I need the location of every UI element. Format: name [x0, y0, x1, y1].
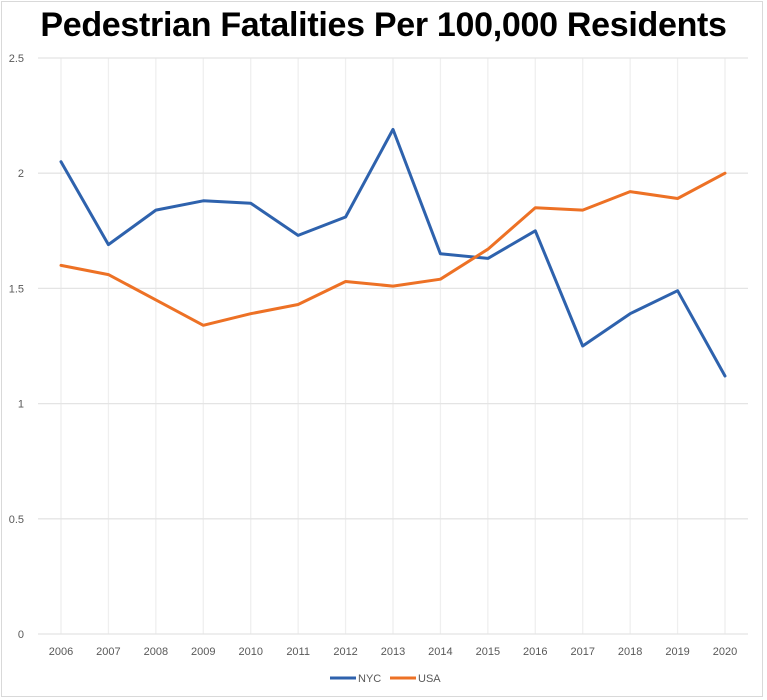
x-tick-label: 2017 [570, 646, 594, 658]
x-tick-label: 2008 [144, 646, 168, 658]
series-line-nyc [59, 127, 727, 378]
legend: NYC USA [330, 673, 441, 685]
x-tick-label: 2015 [476, 646, 500, 658]
y-axis-ticks: 0 0.5 1 1.5 2 2.5 [9, 53, 24, 641]
y-tick-label: 2 [18, 168, 24, 180]
x-tick-label: 2018 [618, 646, 642, 658]
x-tick-label: 2011 [286, 646, 310, 658]
x-tick-label: 2012 [333, 646, 357, 658]
y-tick-label: 0 [18, 629, 24, 641]
y-tick-label: 1 [18, 399, 24, 411]
y-tick-label: 0.5 [9, 514, 24, 526]
x-tick-label: 2006 [49, 646, 73, 658]
legend-label-nyc: NYC [358, 673, 381, 685]
legend-label-usa: USA [418, 673, 441, 685]
y-tick-label: 2.5 [9, 53, 24, 65]
y-tick-label: 1.5 [9, 283, 24, 295]
x-tick-label: 2009 [191, 646, 215, 658]
x-axis-ticks: 2006 2007 2008 2009 2010 2011 2012 2013 2014 2015… [49, 646, 737, 658]
chart-title: Pedestrian Fatalities Per 100,000 Reside… [40, 6, 727, 44]
x-tick-label: 2019 [665, 646, 689, 658]
x-tick-label: 2014 [428, 646, 452, 658]
x-tick-label: 2020 [713, 646, 737, 658]
x-tick-label: 2013 [381, 646, 405, 658]
series-lines [59, 127, 727, 378]
x-tick-label: 2007 [96, 646, 120, 658]
x-tick-label: 2010 [238, 646, 262, 658]
gridlines [38, 57, 748, 635]
x-tick-label: 2016 [523, 646, 547, 658]
